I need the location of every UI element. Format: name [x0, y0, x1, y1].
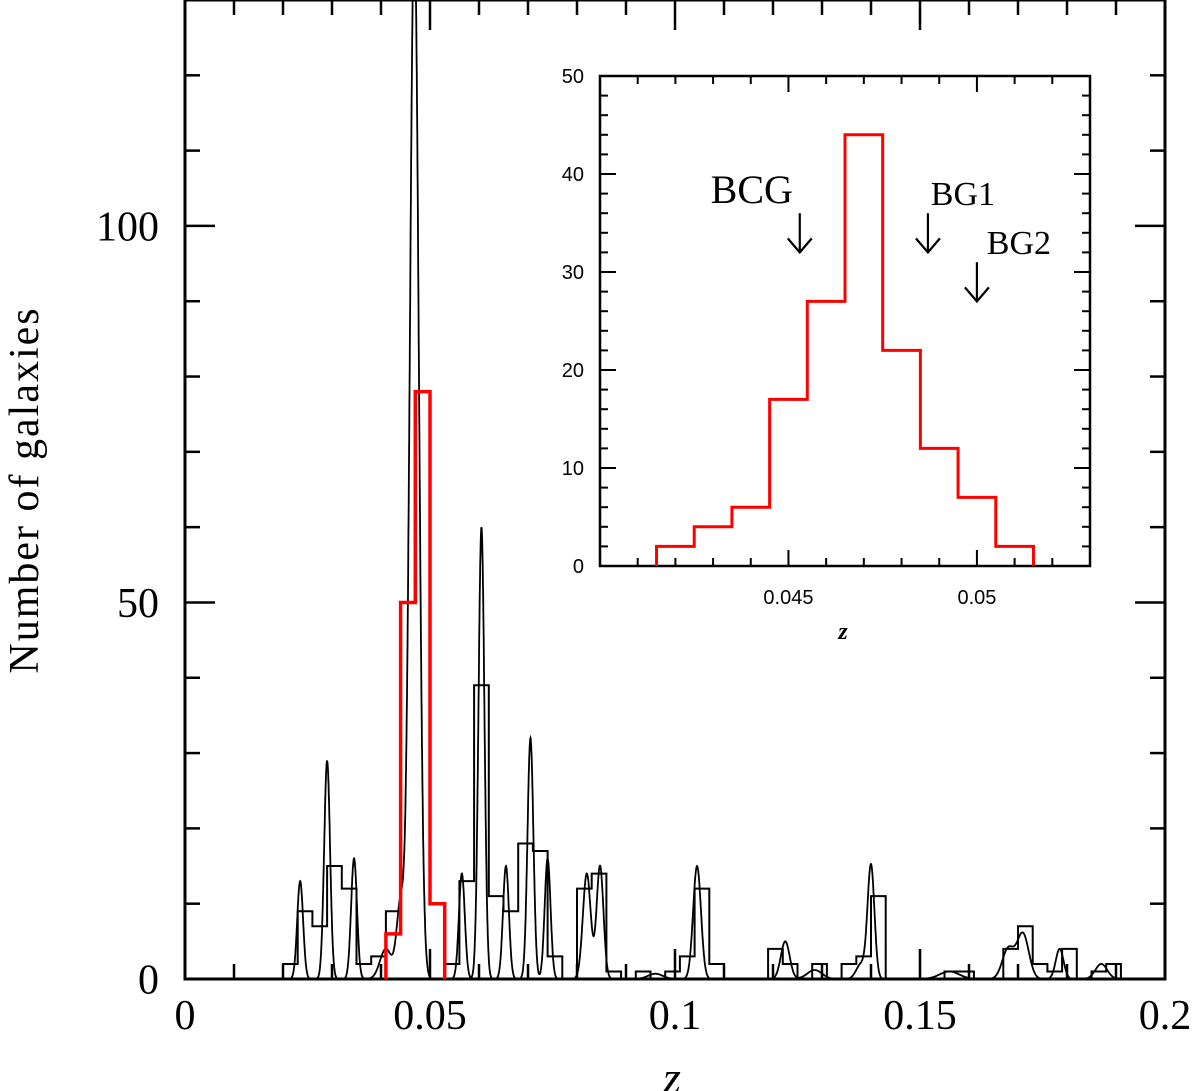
- x-tick-label: 0.05: [393, 993, 467, 1039]
- main-series-group: [263, 0, 1141, 979]
- annotation-bg2: BG2: [964, 225, 1051, 304]
- x-tick-label: 0.045: [763, 587, 813, 609]
- y-tick-label: 30: [562, 262, 584, 284]
- histogram-cluster-members: [384, 389, 447, 979]
- annotation-label: BG1: [931, 176, 995, 213]
- main-y-axis-label: Number of galaxies: [2, 306, 48, 673]
- x-tick-label: 0.2: [1139, 993, 1192, 1039]
- y-tick-label: 10: [562, 458, 584, 480]
- x-tick-label: 0.15: [883, 993, 957, 1039]
- y-tick-label: 0: [573, 556, 584, 578]
- y-tick-label: 50: [117, 581, 159, 627]
- y-tick-label: 0: [138, 958, 159, 1004]
- inset-plot: 0.045 0.05 0 10 20 30 40 50 BCG BG1 BG2: [562, 66, 1092, 609]
- annotation-label: BCG: [711, 167, 793, 212]
- arrow-head-icon: [964, 286, 990, 304]
- x-tick-label: 0.1: [649, 993, 702, 1039]
- y-tick-label: 40: [562, 164, 584, 186]
- annotation-label: BG2: [987, 225, 1051, 262]
- density-curve: [263, 0, 1141, 979]
- y-tick-label: 20: [562, 360, 584, 382]
- annotation-bg1: BG1: [915, 176, 995, 255]
- x-tick-label: 0: [175, 993, 196, 1039]
- annotation-bcg: BCG: [711, 167, 813, 255]
- y-tick-label: 100: [96, 205, 159, 251]
- arrow-head-icon: [786, 237, 813, 255]
- y-tick-label: 50: [562, 66, 584, 88]
- main-x-axis-label: z: [662, 1052, 681, 1091]
- inset-x-axis-label: z: [837, 619, 848, 645]
- inset-histogram-cluster-members: [655, 133, 1035, 566]
- x-tick-label: 0.05: [957, 587, 996, 609]
- arrow-head-icon: [915, 237, 941, 255]
